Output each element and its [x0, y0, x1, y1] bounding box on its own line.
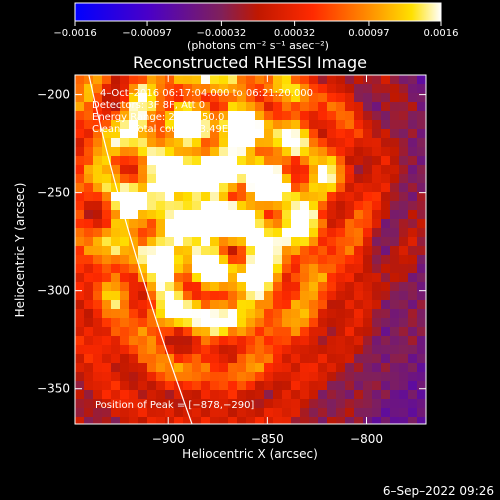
- y-tick-label: −250: [37, 186, 70, 200]
- annotation-energy-range: Energy Range: 25.0 – 50.0 keV: [92, 112, 246, 123]
- annotation-time-range: 4–Oct–2016 06:17:04.000 to 06:21:20.000: [100, 88, 313, 99]
- x-tick-label: −850: [251, 432, 284, 446]
- colorbar-tick-label: 0.00032: [274, 28, 315, 39]
- colorbar: −0.0016 −0.00097 −0.00032 0.00032 0.00097 0.0…: [53, 2, 459, 52]
- x-axis-ticks: −900 −850 −800: [152, 75, 383, 446]
- annotation-peak-position: Position of Peak = [−878,−290]: [95, 400, 254, 411]
- date-stamp: 6–Sep–2022 09:26: [382, 484, 494, 498]
- chart-title: Reconstructed RHESSI Image: [133, 53, 367, 72]
- colorbar-ticks: −0.0016 −0.00097 −0.00032 0.00032 0.00097 0.0…: [53, 21, 459, 39]
- colorbar-tick-label: −0.00032: [197, 28, 247, 39]
- annotation-detectors: Detectors: 3F 8F, Att 0: [92, 100, 205, 111]
- solar-limb-curve: [88, 75, 193, 424]
- y-tick-label: −200: [37, 88, 70, 102]
- colorbar-tick-label: 0.00097: [348, 28, 389, 39]
- plot-area: −900 −850 −800 −200 −250 −300 −350: [37, 74, 427, 446]
- colorbar-tick-label: 0.0016: [424, 28, 459, 39]
- y-axis-label: Heliocentric Y (arcsec): [13, 183, 27, 318]
- x-tick-label: −800: [350, 432, 383, 446]
- x-axis-label: Heliocentric X (arcsec): [182, 447, 318, 461]
- y-tick-label: −350: [37, 382, 70, 396]
- y-tick-label: −300: [37, 284, 70, 298]
- y-axis-ticks: −200 −250 −300 −350: [37, 88, 426, 396]
- colorbar-tick-label: −0.0016: [53, 28, 96, 39]
- x-tick-label: −900: [152, 432, 185, 446]
- colorbar-gradient: [74, 2, 442, 22]
- annotation-clean-counts: Clean Total counts: 3.49E+03: [92, 124, 249, 135]
- plot-frame: [74, 74, 427, 425]
- colorbar-unit-label: (photons cm⁻² s⁻¹ asec⁻²): [187, 39, 329, 52]
- heatmap-image: [75, 75, 426, 424]
- colorbar-tick-label: −0.00097: [122, 28, 172, 39]
